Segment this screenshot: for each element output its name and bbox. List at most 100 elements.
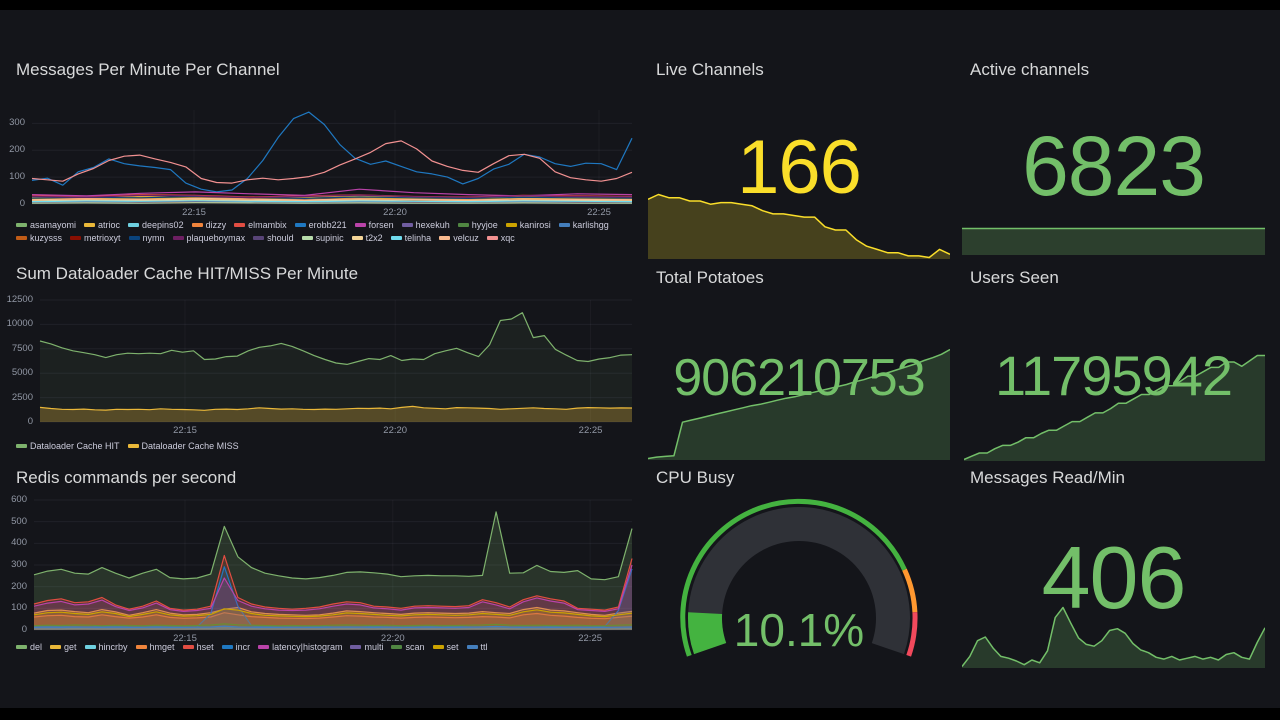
legend-label: kanirosi — [519, 220, 551, 230]
legend-item[interactable]: supinic — [301, 233, 344, 243]
legend-item[interactable]: t2x2 — [351, 233, 383, 243]
panel-messages-per-minute: Messages Per Minute Per Channel 0 100 200 3… — [8, 54, 640, 258]
legend-label: forsen — [368, 220, 394, 230]
legend-item[interactable]: karlishgg — [558, 220, 609, 230]
legend-item[interactable]: forsen — [354, 220, 394, 230]
legend-item[interactable]: latency|histogram — [258, 642, 342, 652]
legend-swatch-icon — [128, 236, 140, 240]
legend-item[interactable]: kuzysss — [16, 233, 62, 243]
legend-item[interactable]: Dataloader Cache MISS — [127, 441, 239, 451]
x-tick-label: 22:25 — [587, 207, 611, 218]
y-tick-label: 10000 — [6, 318, 33, 330]
legend-item[interactable]: velcuz — [439, 233, 479, 243]
legend-label: should — [267, 233, 294, 243]
letterbox-bottom — [0, 708, 1280, 720]
panel-title-total-potatoes[interactable]: Total Potatoes — [656, 268, 764, 287]
total-potatoes-value: 906210753 — [673, 349, 925, 407]
sparkline-canvas — [962, 227, 1265, 255]
legend-swatch-icon — [558, 223, 570, 227]
legend-item[interactable]: telinha — [390, 233, 431, 243]
panel-title-cpu-busy[interactable]: CPU Busy — [656, 468, 735, 487]
legend-item[interactable]: dizzy — [191, 220, 227, 230]
y-tick-label: 200 — [11, 580, 27, 592]
legend-swatch-icon — [16, 236, 27, 240]
legend-item[interactable]: set — [432, 642, 459, 652]
legend-label: hexekuh — [415, 220, 450, 230]
legend-swatch-icon — [294, 223, 306, 227]
legend-label: hyyjoe — [471, 220, 498, 230]
legend-item[interactable]: hmget — [135, 642, 175, 652]
legend-label: nymn — [142, 233, 165, 243]
legend-swatch-icon — [16, 444, 27, 448]
legend-item[interactable]: plaqueboymax — [172, 233, 246, 243]
panel-title-redis[interactable]: Redis commands per second — [16, 468, 237, 487]
legend-swatch-icon — [301, 236, 313, 240]
x-tick-label: 22:20 — [383, 425, 408, 436]
legend-item[interactable]: should — [253, 233, 294, 243]
legend-item[interactable]: ttl — [466, 642, 488, 652]
legend-swatch-icon — [191, 223, 203, 227]
legend-item[interactable]: kanirosi — [505, 220, 551, 230]
panel-title-active-channels[interactable]: Active channels — [970, 60, 1090, 79]
legend-item[interactable]: deepins02 — [128, 220, 184, 230]
legend-item[interactable]: scan — [391, 642, 425, 652]
legend-label: hmget — [149, 642, 175, 652]
legend-label: dizzy — [205, 220, 227, 230]
legend-swatch-icon — [16, 223, 27, 227]
legend-swatch-icon — [182, 645, 194, 649]
panel-title-messages[interactable]: Messages Per Minute Per Channel — [16, 60, 280, 79]
legend-swatch-icon — [432, 645, 444, 649]
gauge-canvas — [680, 498, 918, 657]
legend-item[interactable]: incr — [221, 642, 251, 652]
legend-label: plaqueboymax — [186, 233, 246, 243]
legend-label: asamayomi — [30, 220, 77, 230]
legend-swatch-icon — [401, 223, 413, 227]
legend-item[interactable]: metrioxyt — [70, 233, 121, 243]
legend-item[interactable]: erobb221 — [294, 220, 347, 230]
panel-title-messages-read[interactable]: Messages Read/Min — [970, 468, 1125, 487]
legend-item[interactable]: hexekuh — [401, 220, 450, 230]
legend-item[interactable]: hset — [182, 642, 214, 652]
legend-item[interactable]: xqc — [486, 233, 515, 243]
legend-swatch-icon — [351, 236, 363, 240]
legend-label: latency|histogram — [272, 642, 343, 652]
panel-dataloader-cache: Sum Dataloader Cache HIT/MISS Per Minute… — [7, 258, 640, 460]
users-seen-value: 11795942 — [995, 344, 1233, 407]
legend-item[interactable]: Dataloader Cache HIT — [16, 441, 120, 451]
redis-chart-plot[interactable]: 0 100 200 300 400 500 600 22:15 22:20 22:25 — [11, 494, 633, 644]
x-tick-label: 22:15 — [173, 633, 197, 644]
panel-title-live-channels[interactable]: Live Channels — [656, 60, 764, 79]
legend-label: incr — [235, 642, 251, 652]
panel-total-potatoes: Total Potatoes 906210753 — [648, 262, 950, 462]
legend-label: Dataloader Cache HIT — [30, 441, 120, 451]
y-tick-label: 500 — [11, 515, 27, 527]
legend-label: supinic — [315, 233, 344, 243]
y-tick-label: 0 — [19, 198, 25, 209]
legend-item[interactable]: elmambix — [234, 220, 287, 230]
y-tick-label: 2500 — [11, 391, 33, 403]
legend-item[interactable]: atrioc — [84, 220, 120, 230]
legend-item[interactable]: multi — [350, 642, 383, 652]
legend-item[interactable]: hyyjoe — [457, 220, 498, 230]
messages-read-sparkline — [962, 606, 1265, 668]
panel-title-dataloader[interactable]: Sum Dataloader Cache HIT/MISS Per Minute — [16, 264, 359, 283]
legend-swatch-icon — [135, 645, 147, 649]
y-tick-label: 0 — [27, 416, 33, 427]
legend-label: xqc — [500, 233, 515, 243]
legend-item[interactable]: get — [50, 642, 77, 652]
legend-swatch-icon — [16, 645, 27, 649]
legend-swatch-icon — [350, 645, 362, 649]
legend-item[interactable]: asamayomi — [16, 220, 76, 230]
legend-item[interactable]: del — [16, 642, 42, 652]
letterbox-top — [0, 0, 1280, 10]
messages-chart-plot[interactable]: 0 100 200 300 22:15 22:20 22:25 — [9, 110, 633, 218]
legend-label: erobb221 — [308, 220, 347, 230]
legend-swatch-icon — [127, 444, 139, 448]
legend-item[interactable]: hincrby — [84, 642, 128, 652]
panel-title-users-seen[interactable]: Users Seen — [970, 268, 1059, 287]
legend-item[interactable]: nymn — [128, 233, 165, 243]
legend-label: multi — [364, 642, 384, 652]
y-tick-label: 300 — [11, 559, 27, 570]
dataloader-chart-plot[interactable]: 0 2500 5000 7500 10000 12500 22:15 22:20 22:25 — [7, 294, 633, 436]
dataloader-legend: Dataloader Cache HIT Dataloader Cache MIS… — [16, 441, 636, 451]
